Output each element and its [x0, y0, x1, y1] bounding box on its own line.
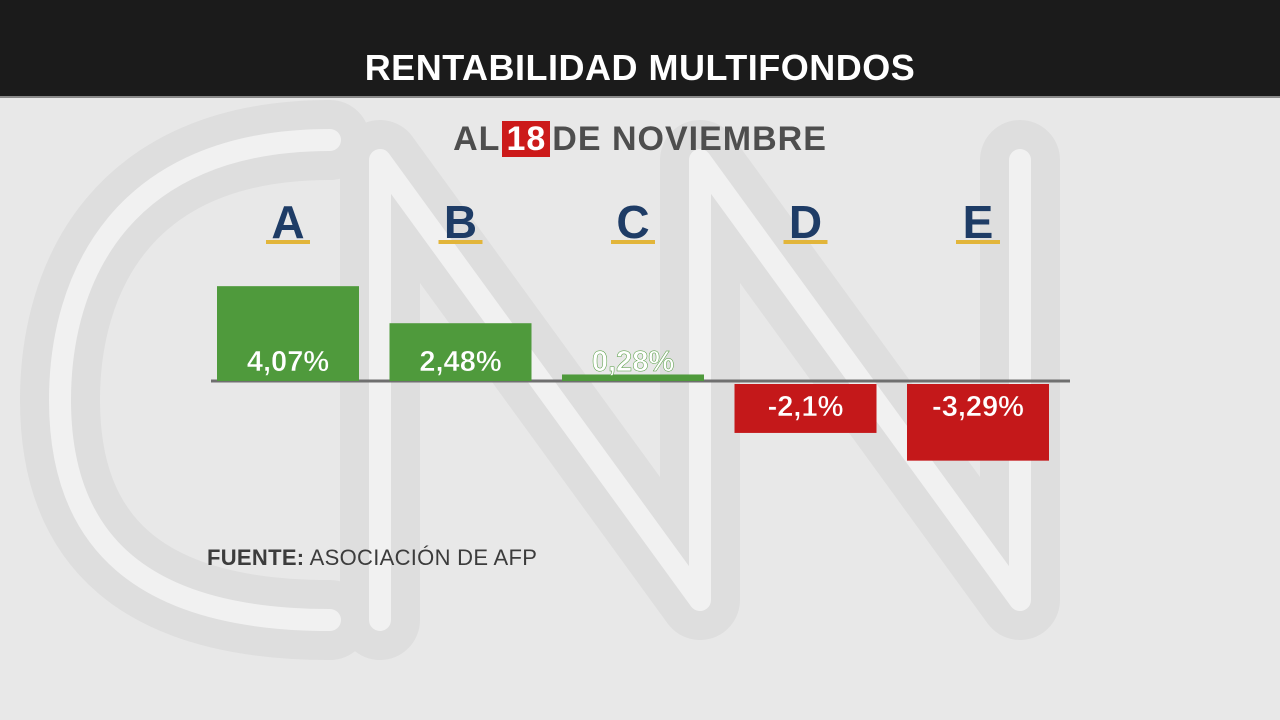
- category-underline-b: [438, 240, 483, 244]
- source-note: FUENTE: ASOCIACIÓN DE AFP: [207, 545, 537, 571]
- bar-b: [389, 323, 532, 381]
- chart-title: RENTABILIDAD MULTIFONDOS: [364, 47, 916, 88]
- category-underline-a: [266, 240, 310, 244]
- category-underline-e: [956, 240, 1000, 244]
- category-underline-c: [611, 240, 655, 244]
- title-bar: RENTABILIDAD MULTIFONDOS: [0, 0, 1280, 98]
- date-day-badge: 18: [502, 121, 551, 157]
- value-label-b: 2,48%: [419, 346, 501, 378]
- bar-a: [217, 286, 359, 381]
- category-label-c: C: [616, 196, 649, 248]
- date-prefix: AL: [453, 120, 501, 158]
- date-suffix: DE NOVIEMBRE: [552, 120, 827, 158]
- category-label-a: A: [271, 196, 304, 248]
- date-subtitle: AL 18 DE NOVIEMBRE: [0, 120, 1280, 159]
- value-label-a: 4,07%: [247, 346, 329, 378]
- source-text: ASOCIACIÓN DE AFP: [309, 545, 538, 570]
- value-label-e: -3,29%: [932, 391, 1024, 423]
- category-label-d: D: [789, 196, 822, 248]
- value-label-c: 0,28%: [592, 346, 674, 378]
- bar-c: [562, 374, 704, 381]
- value-label-d: -2,1%: [768, 391, 844, 423]
- category-underline-d: [783, 240, 828, 244]
- bar-e: [907, 384, 1049, 461]
- category-label-e: E: [963, 196, 994, 248]
- bar-d: [734, 384, 877, 433]
- source-label: FUENTE:: [207, 545, 305, 570]
- category-label-b: B: [444, 196, 477, 248]
